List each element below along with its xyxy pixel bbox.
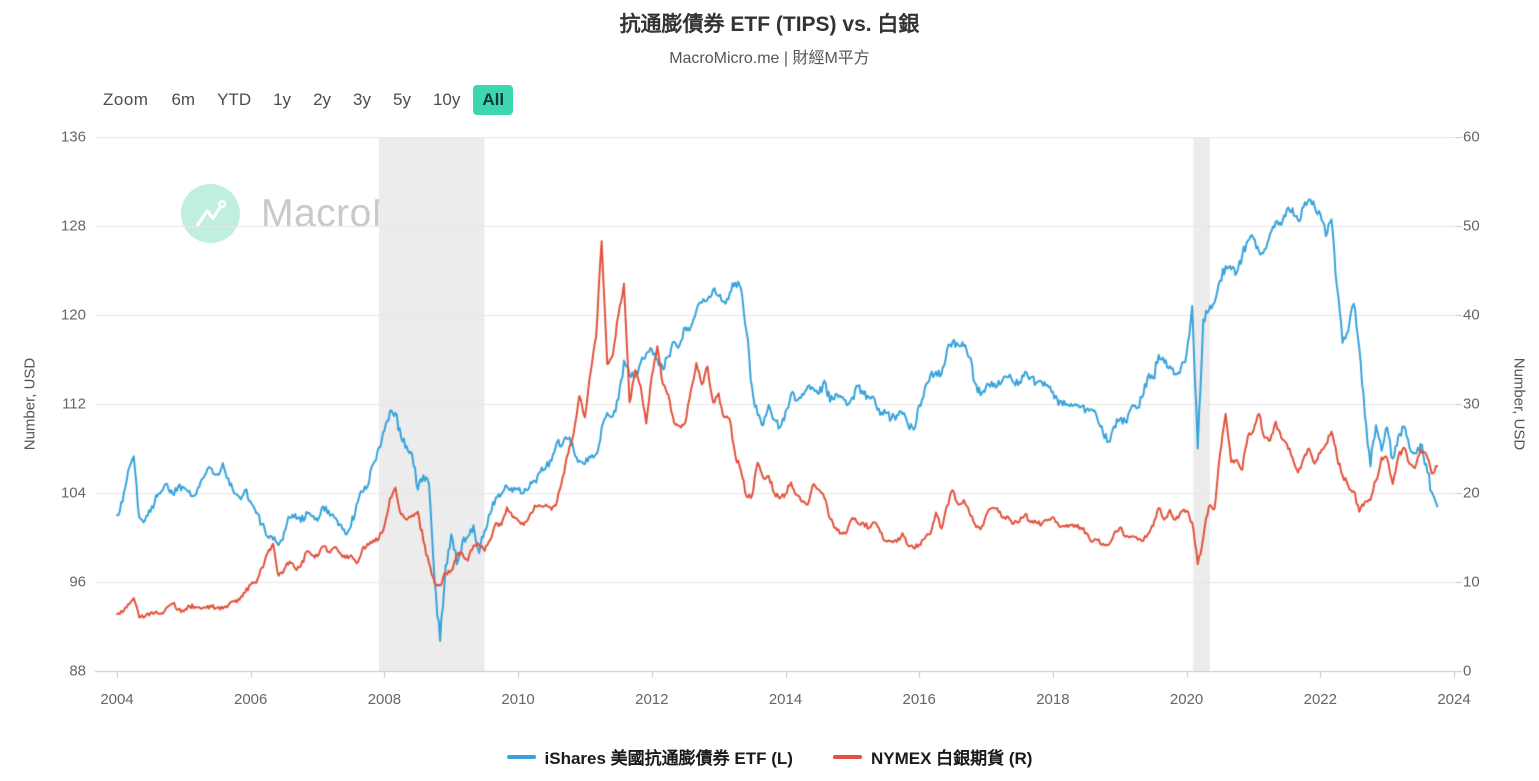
page-subtitle: MacroMicro.me | 財經M平方 (669, 50, 870, 67)
range-button-5y[interactable]: 5y (393, 90, 411, 109)
left-axis-tick-112: 112 (62, 395, 86, 413)
page-title: 抗通膨債券 ETF (TIPS) vs. 白銀 (619, 13, 920, 36)
legend-dash-icon (506, 754, 536, 759)
x-axis-tick-2010: 2010 (501, 691, 535, 708)
zoom-toolbar-label: Zoom (103, 90, 149, 109)
left-axis-tick-96: 96 (69, 573, 86, 591)
range-button-ytd[interactable]: YTD (217, 90, 252, 109)
range-button-10y[interactable]: 10y (432, 90, 461, 109)
legend-label: NYMEX 白銀期貨 (R) (870, 749, 1033, 768)
range-button-2y[interactable]: 2y (313, 90, 332, 109)
left-axis-tick-88: 88 (69, 662, 86, 680)
range-button-1y[interactable]: 1y (273, 90, 292, 109)
right-axis-tick-40: 40 (1463, 306, 1480, 324)
legend-label: iShares 美國抗通膨債券 ETF (L) (544, 749, 793, 768)
x-axis-tick-2004: 2004 (100, 691, 134, 708)
x-axis-tick-2022: 2022 (1303, 691, 1337, 708)
range-button-3y[interactable]: 3y (353, 90, 371, 109)
x-axis-tick-2012: 2012 (635, 691, 669, 708)
legend-dash-icon (832, 754, 862, 759)
right-axis-tick-0: 0 (1463, 662, 1472, 680)
right-axis-title: Number, USD (1510, 357, 1528, 451)
right-axis-tick-50: 50 (1463, 217, 1480, 235)
x-axis-tick-2014: 2014 (768, 691, 803, 708)
right-axis-tick-10: 10 (1463, 573, 1480, 591)
right-axis-tick-20: 20 (1463, 484, 1480, 502)
x-axis-tick-2024: 2024 (1437, 691, 1471, 708)
plot-area[interactable] (95, 137, 1463, 683)
left-axis-tick-120: 120 (60, 306, 86, 324)
legend-item-silver-futures[interactable]: NYMEX 白銀期貨 (R) (832, 744, 1033, 769)
left-axis-tick-104: 104 (60, 484, 86, 502)
legend-item-tips-etf[interactable]: iShares 美國抗通膨債券 ETF (L) (506, 744, 793, 769)
x-axis-tick-2008: 2008 (367, 691, 402, 708)
range-button-6m[interactable]: 6m (171, 90, 196, 109)
x-axis-tick-2018: 2018 (1036, 691, 1070, 708)
chart-legend: iShares 美國抗通膨債券 ETF (L) NYMEX 白銀期貨 (R) (0, 744, 1539, 769)
right-axis-tick-60: 60 (1463, 128, 1480, 146)
right-axis-tick-30: 30 (1463, 395, 1480, 413)
x-axis-tick-2016: 2016 (902, 691, 936, 708)
x-axis-tick-2006: 2006 (234, 691, 268, 708)
zoom-toolbar: Zoom 6m YTD 1y 2y 3y 5y 10y All (103, 85, 515, 115)
range-button-all[interactable]: All (473, 85, 514, 115)
left-axis-tick-136: 136 (60, 128, 86, 146)
x-axis-tick-2020: 2020 (1169, 691, 1204, 708)
left-axis-tick-128: 128 (60, 217, 86, 235)
